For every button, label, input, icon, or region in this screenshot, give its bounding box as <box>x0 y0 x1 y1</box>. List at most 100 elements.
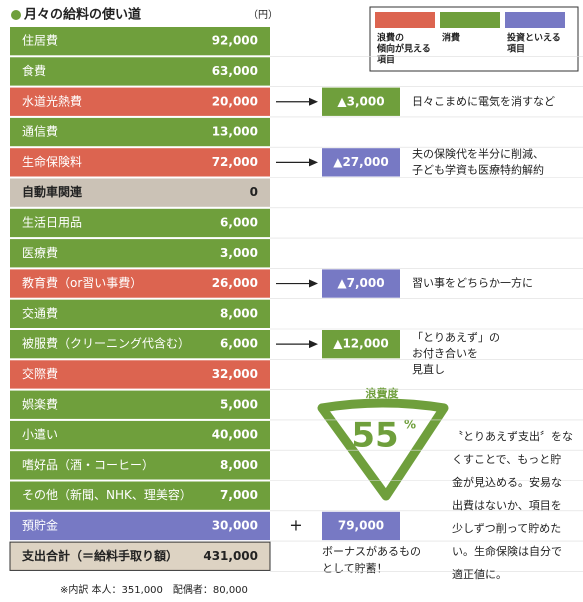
row-label: 支出合計（＝給料手取り額） <box>21 548 178 563</box>
change-sign: + <box>289 515 302 534</box>
arrow-head <box>309 97 318 106</box>
row-bg <box>10 420 270 450</box>
row-label: 交通費 <box>22 305 58 320</box>
row-amount: 63,000 <box>212 64 258 78</box>
title-bullet <box>11 10 21 20</box>
legend-label: 消費 <box>442 32 460 44</box>
footnote: ※内訳 本人：351,000 配偶者：80,000 <box>60 583 248 596</box>
row-label: 預貯金 <box>22 517 58 532</box>
gauge-title: 浪費度 <box>366 386 400 400</box>
change-amount: ▲7,000 <box>337 276 384 290</box>
row-bg <box>10 299 270 328</box>
row-amount: 3,000 <box>220 246 258 260</box>
row-amount: 6,000 <box>220 337 258 351</box>
change-note: ボーナスがあるもの <box>322 544 421 558</box>
row-amount: 5,000 <box>220 397 258 411</box>
row-label: 教育費（or習い事費） <box>22 275 142 290</box>
row-amount: 92,000 <box>212 34 258 48</box>
row-amount: 30,000 <box>212 518 258 532</box>
row-label: 小遣い <box>22 427 58 442</box>
legend-label: 投資といえる <box>507 32 561 44</box>
row-amount: 6,000 <box>220 215 258 229</box>
row-label: 水道光熱費 <box>22 93 82 108</box>
comment-line: 金が見込める。安易な <box>452 475 562 489</box>
row-label: 嗜好品（酒・コーヒー） <box>22 458 154 472</box>
row-bg <box>10 27 270 56</box>
row-bg <box>10 178 270 207</box>
row-bg <box>10 208 270 238</box>
row-label: 交際費 <box>22 366 58 381</box>
row-label: 通信費 <box>22 124 58 139</box>
row-bg <box>9 541 271 571</box>
row-label: 住居費 <box>22 33 58 48</box>
legend-swatch <box>505 12 565 28</box>
row-label: その他（新聞、NHK、理美容） <box>22 487 192 502</box>
legend-swatch <box>375 12 435 28</box>
change-note: 見直し <box>412 362 445 376</box>
change-note: 子ども学資も医療特約解約 <box>412 162 544 176</box>
change-box <box>322 269 400 298</box>
change-box <box>322 330 400 359</box>
change-note: お付き合いを <box>412 346 478 360</box>
legend-label: 項目 <box>507 44 525 55</box>
row-label: 医療費 <box>22 245 58 260</box>
row-bg <box>10 390 270 419</box>
arrow-head <box>309 340 318 349</box>
change-amount: 79,000 <box>338 518 384 532</box>
change-note: 「とりあえず」の <box>412 331 500 344</box>
row-amount: 8,000 <box>220 306 258 320</box>
legend-label: 浪費の <box>377 32 404 44</box>
row-bg <box>10 481 270 510</box>
row-amount: 7,000 <box>220 488 258 502</box>
row-amount: 20,000 <box>212 94 258 108</box>
row-bg <box>10 117 270 147</box>
change-note: として貯蓄！ <box>322 562 388 575</box>
row-label: 被服費（クリーニング代含む） <box>22 336 190 351</box>
comment-line: 〝とりあえず支出〞をな <box>452 429 573 443</box>
unit: （円） <box>248 9 278 21</box>
change-note: 夫の保険代を半分に削減、 <box>412 146 544 160</box>
row-amount: 431,000 <box>203 549 258 563</box>
arrow-head <box>309 279 318 288</box>
row-bg <box>10 87 270 116</box>
comment-line: い。生命保険は自分で <box>452 544 562 558</box>
comment-line: 適正値に。 <box>452 567 507 581</box>
row-bg <box>10 330 270 359</box>
legend-swatch <box>440 12 500 28</box>
row-label: 娯楽費 <box>22 396 58 411</box>
row-bg <box>10 269 270 298</box>
change-amount: ▲12,000 <box>333 337 389 351</box>
comment-line: 出費はないか、項目を <box>452 498 562 512</box>
row-amount: 0 <box>250 185 258 199</box>
row-bg <box>10 360 270 389</box>
comment-line: くすことで、もっと貯 <box>452 453 561 466</box>
row-amount: 8,000 <box>220 458 258 472</box>
change-note: 日々こまめに電気を消すなど <box>412 94 555 108</box>
change-box <box>322 511 400 541</box>
row-label: 生活日用品 <box>22 215 82 229</box>
row-amount: 72,000 <box>212 155 258 169</box>
gauge-shape <box>317 398 449 501</box>
legend-label: 傾向が見える <box>376 43 431 55</box>
row-label: 食費 <box>22 63 46 78</box>
row-bg <box>10 57 270 86</box>
row-label: 自動車関連 <box>22 184 83 199</box>
row-amount: 32,000 <box>212 367 258 381</box>
change-amount: ▲3,000 <box>337 94 384 108</box>
row-bg <box>10 451 270 480</box>
row-label: 生命保険料 <box>22 154 82 169</box>
change-note: 習い事をどちらか一方に <box>412 276 533 290</box>
gauge-value: 55 <box>351 416 398 456</box>
row-bg <box>10 511 270 541</box>
row-bg <box>10 239 270 268</box>
gauge-unit: % <box>404 418 416 432</box>
change-amount: ▲27,000 <box>333 155 389 169</box>
row-amount: 26,000 <box>212 276 258 290</box>
row-amount: 13,000 <box>212 125 258 139</box>
arrow-head <box>309 158 318 167</box>
change-box <box>322 87 400 116</box>
row-amount: 40,000 <box>212 428 258 442</box>
legend-label: 項目 <box>377 55 395 66</box>
row-bg <box>10 148 270 177</box>
